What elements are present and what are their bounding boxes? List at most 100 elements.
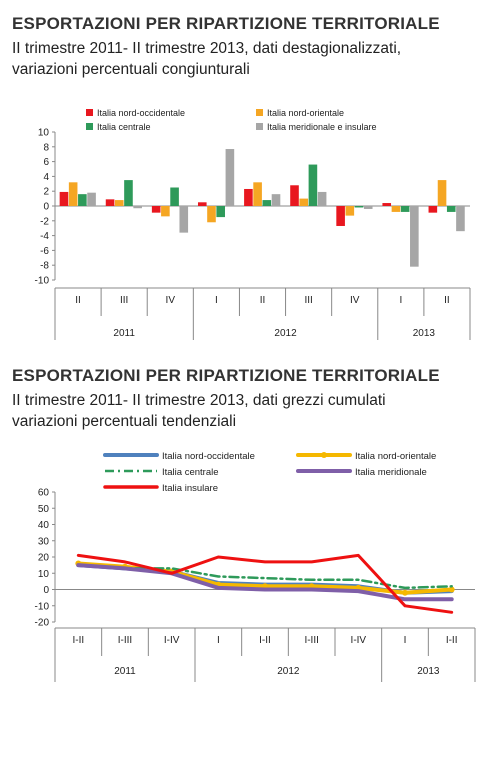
y-tick-label: 2 — [43, 187, 49, 198]
chart1-subtitle-line-2: variazioni percentuali congiunturali — [12, 61, 250, 78]
year-label: 2011 — [114, 666, 136, 677]
y-tick-label: -8 — [40, 261, 49, 272]
y-tick-label: 20 — [38, 553, 50, 564]
legend-label: Italia meridionale — [355, 467, 427, 478]
category-label: III — [304, 295, 312, 306]
series-marker — [402, 589, 408, 596]
category-label: II — [260, 295, 266, 306]
bar — [78, 194, 87, 206]
bar — [87, 192, 96, 206]
year-label: 2013 — [417, 666, 440, 677]
legend-marker — [321, 452, 327, 458]
y-tick-label: 8 — [43, 142, 49, 153]
bar — [410, 206, 419, 267]
y-tick-label: 40 — [38, 520, 50, 531]
category-label: II — [75, 295, 81, 306]
bar — [456, 206, 465, 232]
bar — [59, 191, 69, 206]
legend-label: Italia nord-orientale — [267, 108, 344, 118]
bar — [207, 206, 216, 223]
bar — [382, 203, 392, 206]
bar — [437, 180, 447, 206]
bar — [68, 182, 78, 206]
category-label: I-IV — [351, 635, 367, 646]
category-label: II — [444, 295, 450, 306]
category-label: I-II — [259, 635, 271, 646]
chart1-subtitle: II trimestre 2011- II trimestre 2013, da… — [12, 38, 401, 80]
legend-swatch — [256, 123, 263, 130]
bar — [446, 206, 456, 212]
legend-swatch — [86, 109, 93, 116]
series-line — [76, 563, 454, 602]
year-label: 2011 — [113, 328, 135, 339]
legend-label: Italia nord-occidentale — [97, 108, 185, 118]
bar — [161, 206, 170, 217]
bar — [271, 194, 281, 206]
legend-label: Italia centrale — [97, 122, 151, 132]
legend-label: Italia centrale — [162, 467, 219, 478]
category-label: I-III — [304, 635, 318, 646]
category-label: I-III — [118, 635, 132, 646]
y-tick-label: -4 — [40, 231, 49, 242]
legend-label: Italia nord-occidentale — [162, 451, 255, 462]
bar — [105, 199, 115, 206]
y-tick-label: -10 — [35, 601, 50, 612]
line-chart: Italia nord-occidentale Italia nord-orien… — [35, 451, 476, 682]
category-label: I — [399, 295, 402, 306]
y-tick-label: 4 — [43, 172, 49, 183]
bar — [216, 206, 225, 218]
y-tick-label: -20 — [35, 618, 50, 629]
y-tick-label: 0 — [43, 585, 49, 596]
bar — [391, 206, 401, 212]
bar — [151, 206, 161, 213]
legend-label: Italia insulare — [162, 483, 218, 494]
bar — [299, 198, 309, 206]
bar-chart: Italia nord-occidentale Italia nord-orien… — [35, 108, 471, 340]
category-label: I — [215, 295, 218, 306]
category-label: I-II — [446, 635, 458, 646]
bar — [336, 206, 345, 226]
y-tick-label: 60 — [38, 488, 50, 499]
bar — [262, 200, 272, 206]
y-tick-label: 10 — [38, 569, 50, 580]
y-tick-label: 50 — [38, 504, 50, 515]
bar — [428, 206, 438, 213]
category-label: I-II — [72, 635, 84, 646]
bar — [133, 206, 142, 209]
series-marker — [448, 586, 455, 593]
y-tick-label: 0 — [43, 202, 49, 213]
year-label: 2012 — [274, 328, 297, 339]
bar — [170, 187, 179, 206]
year-label: 2013 — [413, 328, 436, 339]
bar — [345, 206, 355, 216]
chart2-subtitle-line-1: II trimestre 2011- II trimestre 2013, da… — [12, 392, 386, 409]
chart1-subtitle-line-1: II trimestre 2011- II trimestre 2013, da… — [12, 40, 402, 57]
chart2-subtitle: II trimestre 2011- II trimestre 2013, da… — [12, 390, 386, 432]
bar — [179, 206, 189, 233]
category-label: IV — [166, 295, 176, 306]
legend-label: Italia nord-orientale — [355, 451, 436, 462]
bar — [400, 206, 410, 212]
bar — [114, 200, 124, 206]
category-label: III — [120, 295, 128, 306]
bar — [317, 191, 327, 206]
chart2-title: ESPORTAZIONI PER RIPARTIZIONE TERRITORIA… — [12, 366, 440, 385]
category-label: I — [217, 635, 220, 646]
y-tick-label: -10 — [35, 276, 50, 287]
chart1-title: ESPORTAZIONI PER RIPARTIZIONE TERRITORIA… — [12, 14, 440, 33]
bar — [354, 206, 364, 208]
chart2-subtitle-line-2: variazioni percentuali tendenziali — [12, 413, 237, 430]
legend-swatch — [86, 123, 93, 130]
bar — [197, 202, 207, 206]
y-tick-label: 6 — [43, 157, 49, 168]
bar — [124, 180, 133, 206]
legend-label: Italia meridionale e insulare — [267, 122, 377, 132]
bar — [225, 149, 235, 206]
y-tick-label: -2 — [40, 216, 49, 227]
y-tick-label: -6 — [40, 246, 49, 257]
bar — [290, 185, 299, 206]
y-tick-label: 10 — [38, 128, 50, 139]
y-tick-label: 30 — [38, 536, 50, 547]
category-label: I-IV — [164, 635, 180, 646]
bar — [308, 164, 318, 206]
